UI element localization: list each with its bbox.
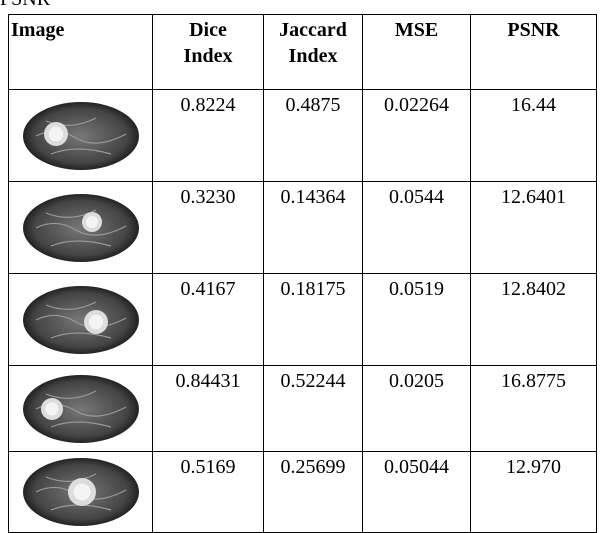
value-cell: 0.84431: [153, 366, 264, 452]
brain-scan: [16, 280, 146, 360]
header-cell: MSE: [363, 15, 471, 90]
header-text: MSE: [363, 17, 470, 43]
value-cell: 16.44: [471, 90, 597, 182]
value-cell: 0.14364: [264, 182, 363, 274]
value-cell: 0.8224: [153, 90, 264, 182]
image-cell: [9, 90, 153, 182]
value-cell: 0.0205: [363, 366, 471, 452]
value-cell: 0.5169: [153, 452, 264, 533]
value-cell: 0.25699: [264, 452, 363, 533]
header-cell: PSNR: [471, 15, 597, 90]
value-cell: 12.8402: [471, 274, 597, 366]
value-cell: 0.02264: [363, 90, 471, 182]
value-cell: 0.0544: [363, 182, 471, 274]
value-cell: 0.4167: [153, 274, 264, 366]
image-cell: [9, 366, 153, 452]
value-cell: 0.3230: [153, 182, 264, 274]
value-cell: 0.18175: [264, 274, 363, 366]
image-cell: [9, 182, 153, 274]
image-cell: [9, 452, 153, 533]
value-cell: 0.0519: [363, 274, 471, 366]
header-text: Image: [11, 17, 152, 43]
header-cell: Image: [9, 15, 153, 90]
header-text: PSNR: [471, 17, 596, 43]
value-cell: 12.970: [471, 452, 597, 533]
value-cell: 12.6401: [471, 182, 597, 274]
header-text: Index: [264, 43, 362, 69]
header-text: Index: [153, 43, 263, 69]
value-cell: 0.05044: [363, 452, 471, 533]
brain-scan: [16, 452, 146, 532]
brain-scan: [16, 188, 146, 268]
header-text: Dice: [153, 17, 263, 43]
brain-scan: [16, 96, 146, 176]
page: PSNR ImageDiceIndexJaccardIndexMSEPSNR 0…: [0, 0, 600, 512]
caption: PSNR: [0, 0, 50, 11]
brain-scan: [16, 369, 146, 449]
value-cell: 16.8775: [471, 366, 597, 452]
value-cell: 0.4875: [264, 90, 363, 182]
header-text: Jaccard: [264, 17, 362, 43]
image-cell: [9, 274, 153, 366]
value-cell: 0.52244: [264, 366, 363, 452]
